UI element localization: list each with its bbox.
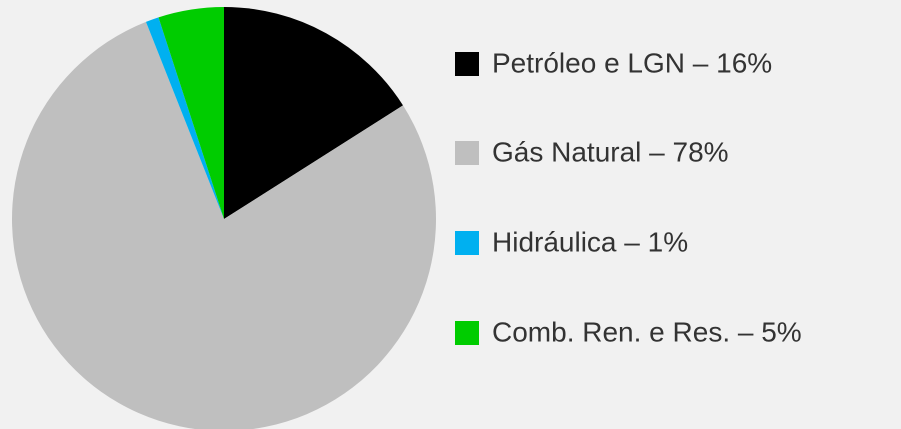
legend-swatch <box>455 231 479 255</box>
legend-label: Gás Natural – 78% <box>492 136 729 167</box>
pie-slice <box>158 7 224 219</box>
pie-slice <box>145 17 224 219</box>
legend-label: Comb. Ren. e Res. – 5% <box>492 316 802 347</box>
pie-slice <box>224 7 403 219</box>
legend-label: Petróleo e LGN – 16% <box>492 47 772 78</box>
legend-swatch <box>455 321 479 345</box>
pie-slice <box>12 21 436 429</box>
legend-label: Hidráulica – 1% <box>492 226 688 257</box>
legend-swatch <box>455 141 479 165</box>
legend-swatch <box>455 52 479 76</box>
